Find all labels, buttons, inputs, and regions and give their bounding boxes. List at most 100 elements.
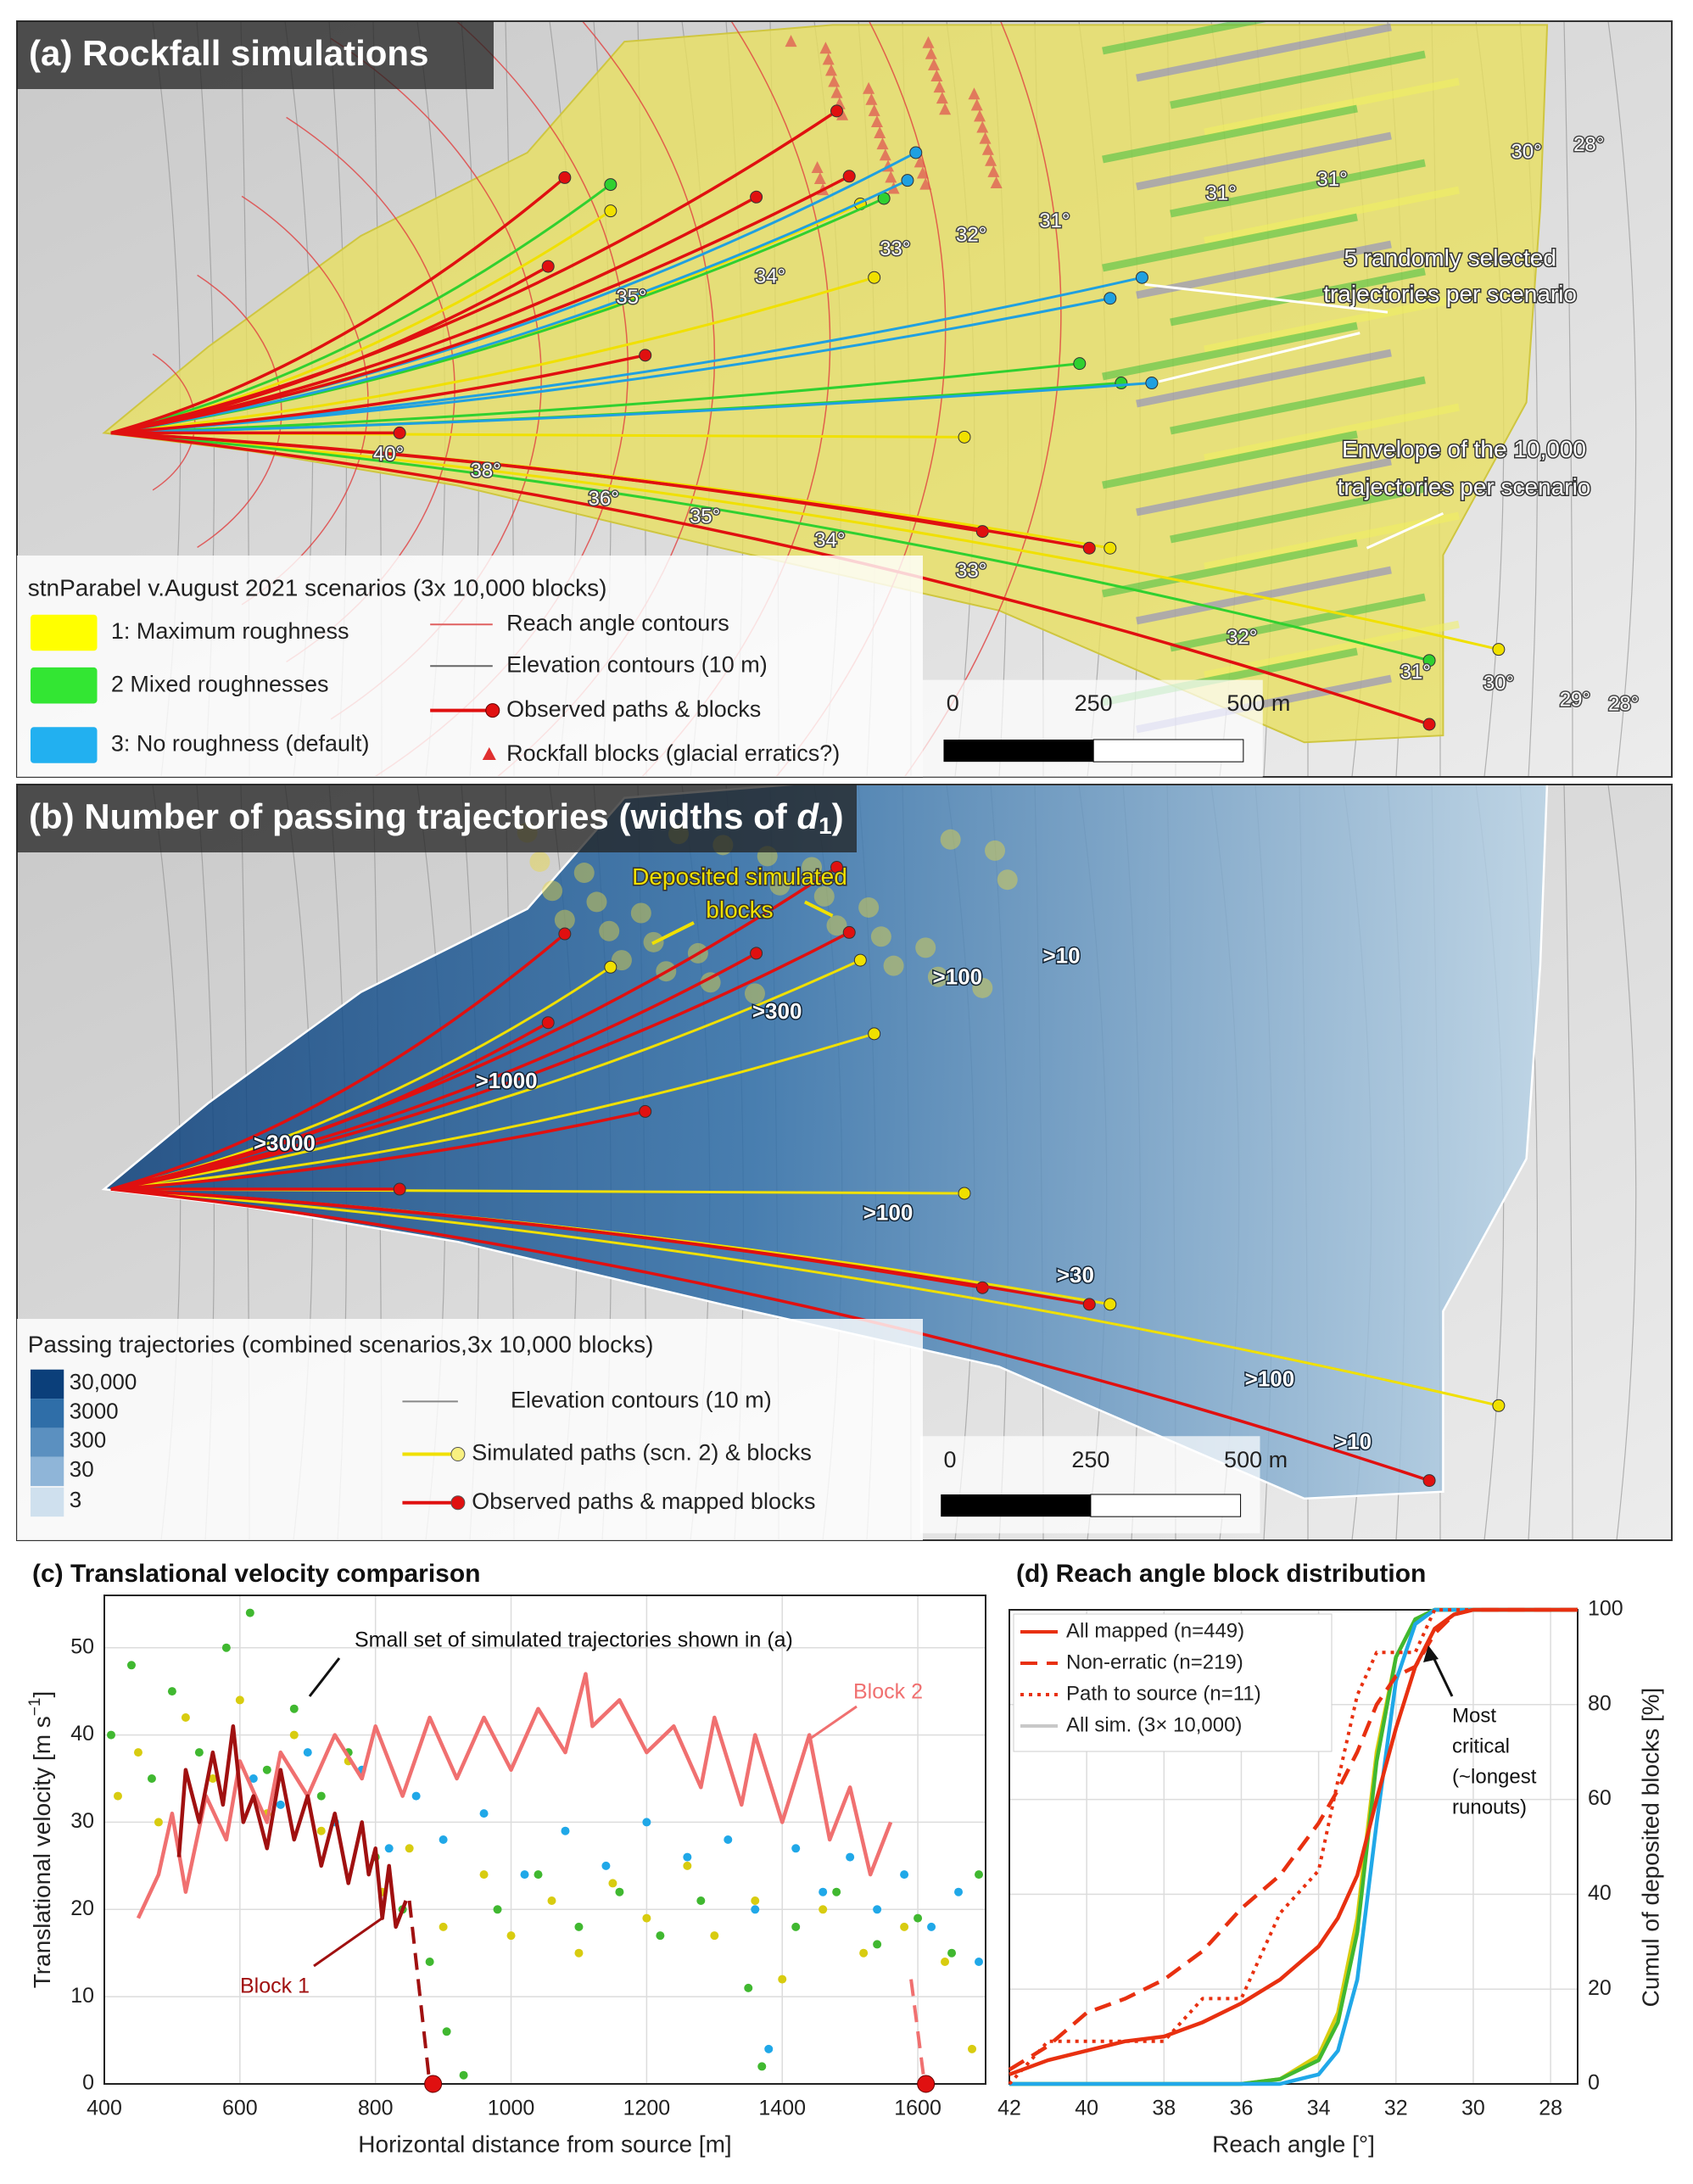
data-point bbox=[819, 1887, 828, 1896]
x-tick-label: 34 bbox=[1307, 2097, 1331, 2120]
title-part: 1 bbox=[819, 813, 832, 839]
block bbox=[1082, 1298, 1096, 1311]
y-tick-label: 0 bbox=[1588, 2071, 1600, 2095]
title-part: d bbox=[796, 796, 819, 836]
data-point bbox=[316, 1791, 326, 1801]
title-part: (b) Number of passing trajectories (widt… bbox=[29, 796, 796, 836]
data-point bbox=[744, 1983, 753, 1992]
block bbox=[830, 104, 844, 118]
data-point bbox=[167, 1687, 176, 1696]
erratic-block bbox=[874, 126, 886, 139]
legend-swatch bbox=[30, 727, 98, 763]
scenario-streak bbox=[1170, 376, 1426, 435]
erratic-block bbox=[925, 47, 937, 59]
trajectory bbox=[110, 1032, 875, 1191]
scale-box bbox=[919, 1436, 1260, 1533]
trajectory bbox=[110, 932, 566, 1191]
data-point bbox=[642, 1913, 651, 1923]
chart-d: 42 40 38 36 34 32 30 28 0 20 40 60 80 100 (d) Reach an… bbox=[997, 1560, 1663, 2157]
scenario-streak bbox=[1136, 131, 1392, 191]
deposited-block bbox=[529, 851, 550, 872]
block bbox=[842, 925, 856, 939]
elevation-contour bbox=[1607, 785, 1637, 1540]
map-label: >100 bbox=[863, 1199, 914, 1225]
map-label: Envelope of the 10,000 bbox=[1342, 436, 1586, 462]
scale-bar bbox=[941, 1494, 1091, 1517]
data-point bbox=[493, 1905, 502, 1914]
y-label-part: −1 bbox=[26, 1698, 44, 1717]
map-label: Observed paths & blocks bbox=[506, 696, 761, 722]
erratic-block bbox=[868, 103, 880, 116]
map-label: 36° bbox=[589, 487, 619, 510]
map-label: stnParabel v.August 2021 scenarios (3x 1… bbox=[28, 575, 607, 601]
map-label: 1: Maximum roughness bbox=[111, 618, 349, 644]
elevation-contour bbox=[1563, 21, 1573, 777]
y-tick-label: 40 bbox=[1588, 1881, 1612, 1905]
annotation: runouts) bbox=[1452, 1796, 1527, 1818]
map-title: (a) Rockfall simulations bbox=[29, 33, 428, 73]
map-label: 3000 bbox=[70, 1398, 119, 1423]
deposited-block bbox=[769, 874, 791, 896]
end-marker bbox=[917, 2075, 936, 2093]
map-panel-a bbox=[17, 21, 1672, 777]
map-label: 32° bbox=[1226, 626, 1257, 649]
block bbox=[909, 146, 923, 159]
annotation-arrow bbox=[1144, 282, 1388, 314]
annotation: Most bbox=[1452, 1704, 1496, 1727]
data-point bbox=[520, 1870, 529, 1880]
data-point bbox=[615, 1887, 624, 1896]
block bbox=[541, 260, 555, 273]
legend-box bbox=[1013, 1613, 1333, 1752]
map-label: 0 bbox=[943, 1447, 956, 1472]
y-axis-label: Translational velocity [m s−1] bbox=[26, 1691, 55, 1989]
block bbox=[1073, 357, 1087, 371]
data-point bbox=[656, 1931, 665, 1941]
data-line bbox=[909, 1979, 927, 2085]
map-label: 34° bbox=[755, 265, 785, 288]
map-label: 30,000 bbox=[70, 1369, 137, 1394]
y-tick-label: 30 bbox=[70, 1809, 94, 1833]
block bbox=[393, 426, 406, 439]
trajectory bbox=[110, 431, 1090, 550]
block bbox=[750, 947, 763, 960]
block bbox=[1104, 292, 1117, 305]
data-point bbox=[574, 1922, 584, 1931]
data-point bbox=[133, 1748, 142, 1757]
block bbox=[604, 204, 617, 218]
data-point bbox=[846, 1852, 855, 1862]
data-point bbox=[459, 2070, 468, 2080]
scale-bar bbox=[1090, 1494, 1242, 1517]
erratic-block bbox=[985, 154, 997, 166]
data-line bbox=[1009, 1607, 1578, 2076]
x-tick-label: 1400 bbox=[758, 2097, 806, 2120]
block bbox=[604, 960, 617, 974]
reach-angle-contour bbox=[774, 21, 947, 777]
erratic-block bbox=[914, 155, 926, 168]
deposited-block bbox=[700, 972, 721, 993]
block bbox=[1082, 541, 1096, 555]
erratic-block bbox=[879, 148, 891, 161]
data-point bbox=[425, 1958, 434, 1966]
y-axis-label: Cumul of deposited blocks [%] bbox=[1637, 1688, 1663, 2008]
erratic-block bbox=[822, 53, 835, 65]
data-point bbox=[819, 1905, 828, 1914]
block bbox=[1104, 1298, 1117, 1311]
scenario-streak bbox=[1170, 267, 1426, 327]
data-line bbox=[136, 1672, 893, 1919]
map-label: >100 bbox=[933, 964, 983, 989]
scenario-streak bbox=[1204, 186, 1460, 245]
deposited-block bbox=[826, 915, 847, 936]
erratic-block bbox=[987, 165, 1000, 177]
x-axis-label: Horizontal distance from source [m] bbox=[358, 2131, 731, 2157]
x-tick-label: 1000 bbox=[488, 2097, 535, 2120]
map-label: 38° bbox=[470, 460, 500, 483]
data-point bbox=[832, 1887, 841, 1896]
data-point bbox=[235, 1695, 244, 1705]
data-point bbox=[601, 1861, 611, 1870]
data-point bbox=[947, 1948, 957, 1958]
deposited-block bbox=[554, 909, 575, 930]
erratic-block bbox=[830, 86, 843, 98]
title-box bbox=[17, 21, 494, 89]
